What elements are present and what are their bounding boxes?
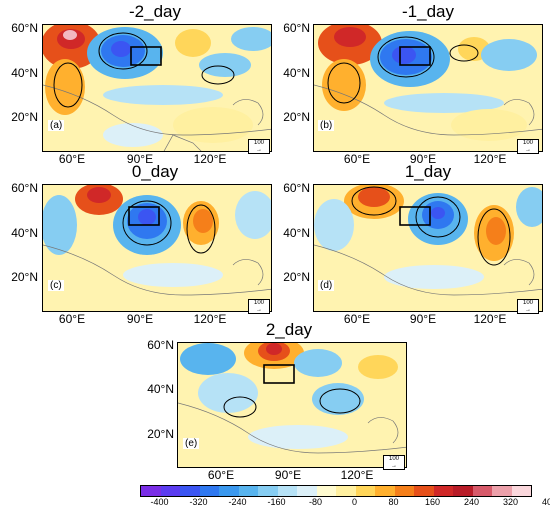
map-a	[42, 24, 272, 152]
lat-label-40: 40°N	[147, 382, 174, 396]
colorbar-swatch	[375, 486, 395, 496]
lon-label-90: 90°E	[409, 152, 437, 166]
panel-title: -2_day	[129, 2, 181, 21]
colorbar-swatch	[180, 486, 200, 496]
panel-label: (c)	[48, 280, 64, 291]
colorbar-swatch	[336, 486, 356, 496]
colorbar-tick-label: -320	[189, 497, 208, 507]
colorbar-swatch	[316, 486, 336, 496]
colorbar-tick-label: 0	[351, 497, 357, 507]
lat-label-20: 20°N	[11, 270, 38, 284]
lat-label-20: 20°N	[283, 270, 310, 284]
lat-label-20: 20°N	[147, 427, 174, 441]
lon-label-90: 90°E	[274, 468, 302, 482]
map-c	[42, 184, 272, 312]
colorbar-swatch	[453, 486, 473, 496]
colorbar-swatch	[141, 486, 161, 496]
lon-label-60: 60°E	[58, 152, 86, 166]
reference-vector-value: 100	[522, 300, 533, 306]
map-d	[313, 184, 543, 312]
lat-label-20: 20°N	[283, 110, 310, 124]
reference-vector: 100 →	[248, 139, 270, 154]
colorbar-tick-label: -160	[267, 497, 286, 507]
lon-label-60: 60°E	[58, 312, 86, 326]
colorbar-tick-label: -240	[228, 497, 247, 507]
colorbar-tick-label: 320	[502, 497, 519, 507]
colorbar-swatch	[433, 486, 453, 496]
colorbar-tick-label: 400	[541, 497, 550, 507]
colorbar-swatch	[472, 486, 492, 496]
reference-vector-value: 100	[253, 300, 264, 306]
colorbar-swatch	[414, 486, 434, 496]
colorbar-tick-label: -80	[308, 497, 322, 507]
panel-label: (b)	[318, 120, 335, 131]
lon-label-90: 90°E	[126, 312, 154, 326]
colorbar-tick-label: 160	[424, 497, 441, 507]
lat-label-40: 40°N	[283, 66, 310, 80]
map-b	[313, 24, 543, 152]
colorbar-swatch	[199, 486, 219, 496]
lon-label-60: 60°E	[343, 312, 371, 326]
colorbar-swatch	[355, 486, 375, 496]
panel-label: (a)	[48, 120, 65, 131]
colorbar-swatch	[492, 486, 512, 496]
reference-vector-value: 100	[522, 140, 533, 146]
lon-label-90: 90°E	[126, 152, 154, 166]
reference-vector: 100 →	[248, 299, 270, 314]
lon-label-120: 120°E	[473, 312, 507, 326]
map-e	[177, 342, 407, 468]
colorbar-swatch	[238, 486, 258, 496]
lat-label-60: 60°N	[11, 21, 38, 35]
colorbar-tick-label: -400	[150, 497, 169, 507]
lon-label-120: 120°E	[193, 312, 227, 326]
lon-label-60: 60°E	[343, 152, 371, 166]
lon-label-120: 120°E	[473, 152, 507, 166]
lat-label-20: 20°N	[11, 110, 38, 124]
colorbar-swatch	[277, 486, 297, 496]
colorbar-swatch	[258, 486, 278, 496]
reference-vector-value: 100	[253, 140, 264, 146]
panel-title: 0_day	[131, 162, 179, 181]
lat-label-60: 60°N	[147, 338, 174, 352]
colorbar-swatch	[297, 486, 317, 496]
lat-label-40: 40°N	[11, 66, 38, 80]
lat-label-40: 40°N	[11, 226, 38, 240]
lat-label-60: 60°N	[11, 181, 38, 195]
lat-label-60: 60°N	[283, 181, 310, 195]
panel-title: -1_day	[402, 2, 454, 21]
reference-vector: 100 →	[383, 455, 405, 470]
lat-label-60: 60°N	[283, 21, 310, 35]
colorbar-swatch	[511, 486, 531, 496]
colorbar-swatch	[394, 486, 414, 496]
colorbar-swatch	[219, 486, 239, 496]
panel-label: (e)	[183, 438, 200, 449]
panel-title: 1_day	[404, 162, 452, 181]
colorbar	[140, 485, 532, 497]
lon-label-120: 120°E	[193, 152, 227, 166]
colorbar-swatch	[160, 486, 180, 496]
lat-label-40: 40°N	[283, 226, 310, 240]
reference-vector: 100 →	[517, 299, 539, 314]
panel-label: (d)	[318, 280, 335, 291]
reference-vector-value: 100	[388, 456, 399, 462]
lon-label-60: 60°E	[207, 468, 235, 482]
reference-vector: 100 →	[517, 139, 539, 154]
colorbar-tick-label: 240	[463, 497, 480, 507]
lon-label-120: 120°E	[340, 468, 374, 482]
panel-title: 2_day	[265, 320, 313, 339]
colorbar-tick-label: 80	[388, 497, 399, 507]
lon-label-90: 90°E	[409, 312, 437, 326]
